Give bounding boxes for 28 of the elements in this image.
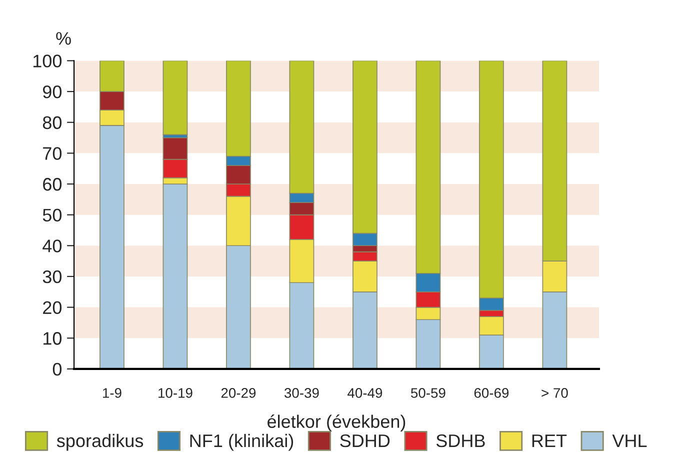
x-tick-label: 30-39 xyxy=(284,388,319,398)
x-axis-title: életkor (években) xyxy=(268,414,406,432)
x-tick-label: 50-59 xyxy=(411,388,446,398)
y-tick-label: 50 xyxy=(42,208,62,222)
y-tick-label: 20 xyxy=(43,301,62,314)
y-tick-label: 60 xyxy=(43,178,62,191)
y-tick-label: 40 xyxy=(42,240,62,252)
legend-label: SDHB xyxy=(436,434,485,448)
legend-label: VHL xyxy=(612,434,647,448)
y-tick-label: 70 xyxy=(43,147,62,160)
x-tick-label: 1-9 xyxy=(103,388,122,398)
y-tick-label: 10 xyxy=(44,332,62,345)
bar xyxy=(162,60,188,136)
y-tick-label: 100 xyxy=(33,54,62,68)
y-tick-label: 80 xyxy=(42,116,62,130)
y-tick-label: 0 xyxy=(52,362,62,376)
x-tick-label: 10-19 xyxy=(158,388,192,398)
x-tick-label: 40-49 xyxy=(348,388,382,398)
legend-label: sporadikus xyxy=(56,434,144,451)
x-tick-label: 20-29 xyxy=(221,388,256,398)
x-tick-label: > 70 xyxy=(542,388,568,398)
legend-label: SDHD xyxy=(340,434,390,448)
y-tick-label: 90 xyxy=(42,85,62,98)
legend-label: NF1 (klinikai) xyxy=(190,434,294,451)
legend-label: RET xyxy=(532,434,567,448)
y-tick-label: 30 xyxy=(42,270,62,284)
x-tick-label: 60-69 xyxy=(474,388,509,398)
y-axis-title: % xyxy=(56,32,71,45)
